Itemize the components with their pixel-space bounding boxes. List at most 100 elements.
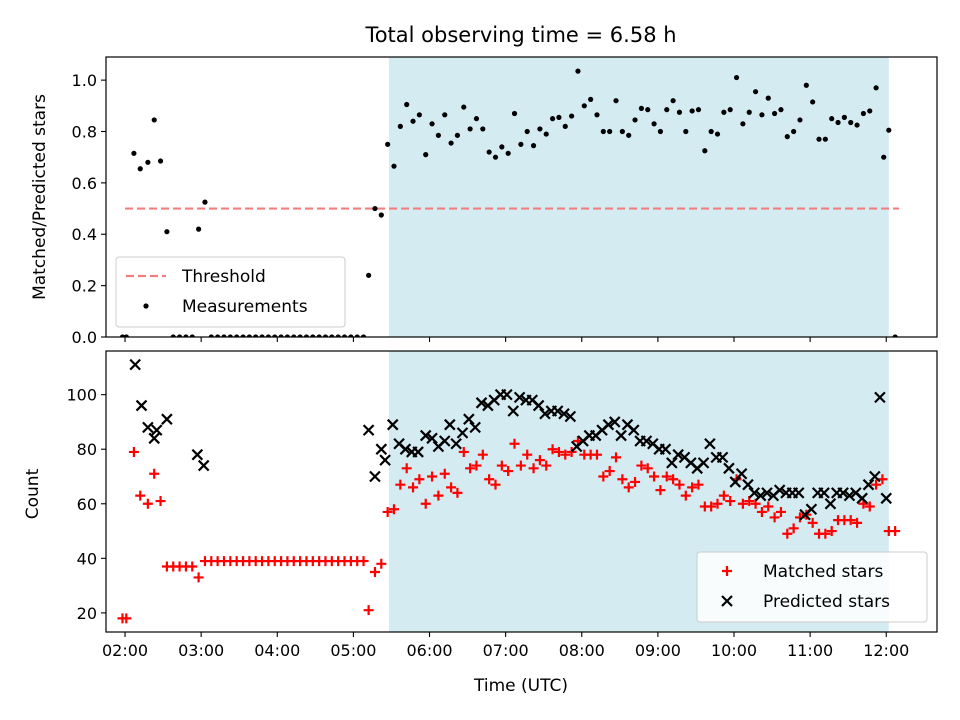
matched-star-point — [661, 471, 672, 482]
measurement-point — [341, 334, 348, 337]
measurement-point — [537, 126, 543, 132]
measurement-point — [549, 116, 556, 122]
plot-area — [119, 57, 899, 337]
predicted-star-point — [386, 418, 399, 431]
matched-star-point — [135, 490, 146, 501]
measurement-point — [886, 127, 892, 133]
x-tick-label: 06:00 — [406, 641, 452, 660]
matched-star-point — [655, 485, 666, 496]
predicted-star-point — [501, 388, 513, 401]
measurement-point — [721, 109, 727, 115]
x-tick-label: 08:00 — [559, 641, 605, 660]
legend-label: Predicted stars — [763, 592, 890, 612]
top-y-axis-label: Matched/Predicted stars — [30, 94, 50, 300]
matched-star-point — [401, 463, 412, 474]
matched-star-point — [490, 479, 501, 490]
predicted-star-point — [444, 418, 456, 431]
measurement-point — [530, 143, 537, 149]
measurement-point — [638, 105, 644, 111]
measurement-point — [221, 334, 227, 337]
y-tick-label: 0.4 — [72, 225, 97, 244]
matched-star-point — [369, 566, 380, 577]
measurement-point — [511, 110, 518, 117]
legend-label: Threshold — [181, 267, 266, 287]
measurement-point — [657, 128, 664, 135]
legend: Matched stars Predicted stars — [696, 551, 928, 623]
measurement-point — [803, 82, 809, 88]
y-tick-label: 20 — [77, 604, 97, 623]
measurement-point — [867, 108, 873, 114]
matched-star-point — [420, 498, 431, 509]
measurement-point — [208, 334, 214, 337]
measurement-point — [316, 334, 322, 337]
y-tick-label: 40 — [77, 549, 97, 568]
predicted-star-point — [532, 399, 545, 412]
matched-star-point — [439, 468, 450, 479]
matched-star-point — [636, 460, 647, 471]
measurement-point — [480, 126, 486, 132]
predicted-star-point — [191, 448, 204, 461]
predicted-star-point — [379, 454, 391, 466]
measurement-point — [607, 128, 613, 135]
measurement-point — [518, 141, 524, 147]
measurement-point — [253, 334, 259, 337]
legend-box — [115, 256, 346, 328]
x-tick-label: 02:00 — [102, 641, 148, 660]
measurement-point — [348, 334, 354, 337]
predicted-star-point — [666, 457, 678, 469]
matched-star-point — [187, 561, 198, 572]
measurement-point — [291, 334, 297, 337]
predicted-star-point — [148, 432, 160, 445]
measurement-point — [683, 128, 689, 135]
measurement-point — [157, 158, 164, 164]
measurement-point — [822, 136, 828, 142]
x-tick-label: 11:00 — [787, 641, 833, 660]
matched-star-point — [864, 501, 875, 512]
measurement-point — [676, 109, 683, 115]
predicted-star-point — [161, 413, 173, 425]
matched-star-point — [820, 528, 831, 539]
predicted-star-point — [539, 407, 551, 420]
predicted-star-point — [672, 448, 684, 461]
measurement-point — [562, 123, 568, 129]
measurement-point — [772, 110, 778, 117]
matched-star-point — [408, 482, 419, 493]
measurement-point — [740, 121, 746, 127]
y-tick-label: 0.8 — [72, 122, 97, 141]
matched-star-point — [452, 487, 463, 498]
measurement-point — [372, 205, 378, 212]
predicted-star-point — [742, 478, 754, 491]
measurement-point — [499, 144, 505, 150]
matched-star-point — [433, 490, 444, 501]
measurement-point — [404, 101, 410, 108]
predicted-star-point — [558, 407, 570, 420]
legend-box — [696, 551, 928, 623]
matched-star-point — [642, 463, 653, 474]
measurement-point — [752, 89, 759, 95]
measurement-point — [360, 334, 367, 337]
legend-label: Matched stars — [763, 562, 883, 582]
measurement-point — [594, 112, 600, 118]
predicted-star-point — [640, 435, 653, 447]
measurement-point — [708, 128, 714, 135]
y-tick-label: 80 — [77, 440, 97, 459]
matched-star-point — [649, 471, 660, 482]
matched-star-point — [149, 468, 160, 479]
matched-star-point — [687, 482, 698, 493]
matched-star-point — [617, 474, 628, 485]
matched-star-point — [845, 515, 856, 526]
matched-star-point — [458, 446, 469, 457]
matched-star-point — [547, 444, 558, 455]
measurement-point — [240, 334, 246, 337]
measurement-point — [873, 85, 879, 91]
measurement-point — [645, 107, 651, 113]
predicted-star-point — [197, 459, 210, 472]
measurement-point — [151, 117, 157, 123]
measurement-point — [765, 95, 771, 101]
measurement-point — [423, 152, 429, 158]
matched-star-point — [560, 449, 571, 460]
y-tick-label: 100 — [66, 386, 97, 405]
predicted-star-point — [729, 476, 742, 488]
matched-star-point — [788, 523, 799, 534]
measurement-point — [397, 123, 403, 129]
